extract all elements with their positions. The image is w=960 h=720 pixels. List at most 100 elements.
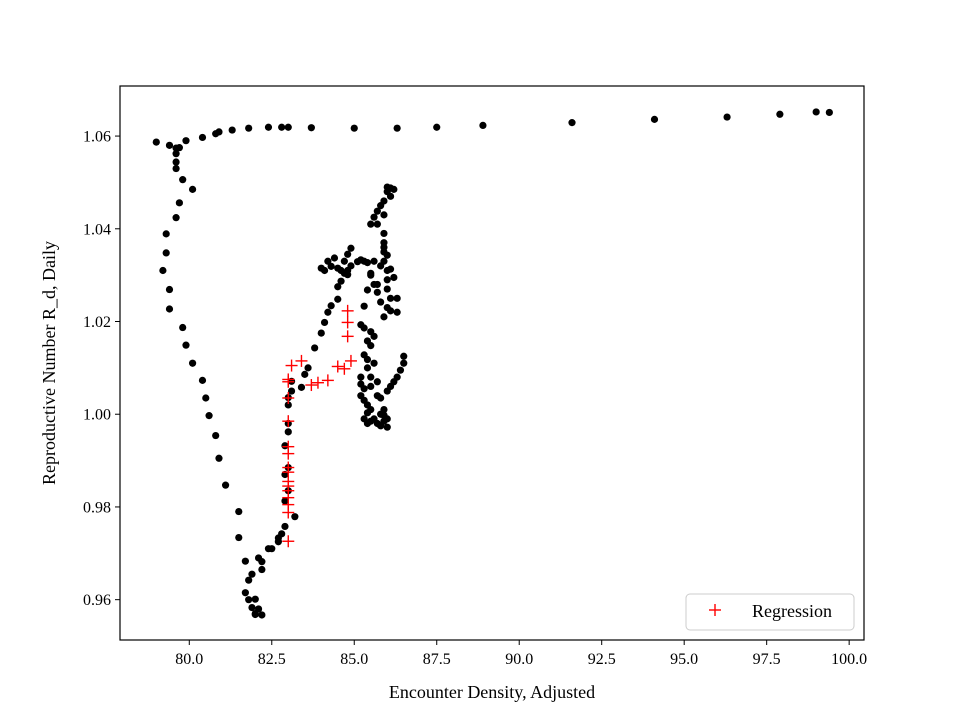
observed-point xyxy=(179,323,187,332)
observed-point xyxy=(367,382,375,391)
x-tick-label: 87.5 xyxy=(423,651,451,668)
observed-point xyxy=(380,211,388,219)
observed-point xyxy=(165,285,174,294)
observed-point xyxy=(291,513,299,521)
observed-point xyxy=(172,214,180,222)
observed-point xyxy=(182,137,190,145)
y-tick-label: 0.98 xyxy=(83,499,111,516)
legend-regression-marker xyxy=(709,604,721,616)
observed-point xyxy=(383,251,391,259)
legend-box xyxy=(685,593,855,631)
observed-point xyxy=(179,176,187,184)
observed-point xyxy=(386,265,395,273)
observed-point xyxy=(373,288,381,296)
observed-point xyxy=(377,262,385,270)
y-tick-label: 1.06 xyxy=(83,129,111,146)
observed-point xyxy=(182,341,190,349)
observed-point xyxy=(380,229,388,238)
observed-point xyxy=(245,576,253,584)
observed-point xyxy=(400,352,408,360)
observed-point xyxy=(370,257,378,265)
legend-plus-marker xyxy=(709,604,721,616)
regression-point xyxy=(321,374,334,387)
observed-point xyxy=(202,394,210,402)
observed-point xyxy=(568,119,576,127)
observed-point xyxy=(251,595,259,603)
observed-point xyxy=(301,370,309,378)
observed-point xyxy=(188,359,197,367)
observed-point xyxy=(373,280,381,289)
regression-point xyxy=(282,373,295,386)
y-axis-label: Reproductive Number R_d, Daily xyxy=(39,241,59,485)
observed-point xyxy=(334,283,342,291)
observed-point xyxy=(284,401,292,409)
observed-point xyxy=(723,113,731,121)
observed-point xyxy=(324,257,332,265)
observed-point xyxy=(215,454,223,462)
regression-series xyxy=(282,304,357,548)
observed-point xyxy=(165,141,174,149)
observed-point xyxy=(304,364,312,372)
x-tick-label: 97.5 xyxy=(753,651,781,668)
observed-point xyxy=(357,373,365,381)
observed-point xyxy=(367,342,375,350)
observed-point xyxy=(377,298,385,306)
observed-point xyxy=(370,213,378,221)
observed-point xyxy=(776,110,784,118)
observed-point xyxy=(383,183,391,191)
observed-point xyxy=(212,130,220,138)
observed-point xyxy=(383,304,391,312)
observed-point xyxy=(370,332,378,340)
regression-point xyxy=(282,440,295,453)
observed-point xyxy=(344,250,352,258)
observed-point xyxy=(188,185,197,193)
observed-point xyxy=(228,126,236,134)
observed-point xyxy=(363,409,372,417)
observed-point xyxy=(650,115,659,123)
regression-point xyxy=(295,354,308,367)
regression-point xyxy=(282,392,295,405)
x-tick-label: 100.0 xyxy=(831,651,867,668)
observed-point xyxy=(400,359,408,367)
observed-point xyxy=(248,570,256,578)
observed-point xyxy=(278,530,286,538)
observed-point xyxy=(363,286,372,294)
observed-point xyxy=(287,387,296,395)
observed-point xyxy=(320,266,329,275)
observed-point xyxy=(205,412,213,420)
observed-point xyxy=(284,123,292,131)
observed-point xyxy=(393,308,401,316)
observed-point xyxy=(360,324,368,332)
regression-point xyxy=(341,316,354,329)
x-tick-label: 80.0 xyxy=(175,651,203,668)
observed-point xyxy=(327,302,335,310)
regression-point xyxy=(338,362,351,375)
observed-point xyxy=(380,243,388,251)
observed-point xyxy=(172,164,180,173)
observed-point xyxy=(825,108,833,117)
y-tick-label: 1.02 xyxy=(83,314,111,331)
x-axis-ticks: 80.0 82.5 85.0 87.5 90.0 92.5 95.0 97.5 100.0 xyxy=(175,640,867,668)
observed-point xyxy=(198,376,207,384)
observed-point xyxy=(373,207,381,215)
observed-point xyxy=(317,329,325,337)
observed-point xyxy=(479,121,487,130)
x-tick-label: 82.5 xyxy=(258,651,286,668)
legend-regression-label: Regression xyxy=(752,601,832,621)
x-tick-label: 85.0 xyxy=(340,651,368,668)
observed-point xyxy=(393,294,401,302)
observed-point xyxy=(337,277,345,285)
regression-point xyxy=(305,379,318,392)
observed-point xyxy=(396,366,405,374)
observed-point xyxy=(367,373,375,381)
observed-point xyxy=(393,124,401,132)
x-tick-label: 90.0 xyxy=(505,651,533,668)
observed-point xyxy=(248,603,256,612)
observed-point xyxy=(258,565,266,574)
observed-point xyxy=(373,378,381,386)
observed-point xyxy=(235,533,243,542)
regression-point xyxy=(341,330,354,343)
observed-point xyxy=(386,294,395,302)
x-axis-label: Encounter Density, Adjusted xyxy=(389,682,595,702)
observed-point xyxy=(241,557,249,565)
